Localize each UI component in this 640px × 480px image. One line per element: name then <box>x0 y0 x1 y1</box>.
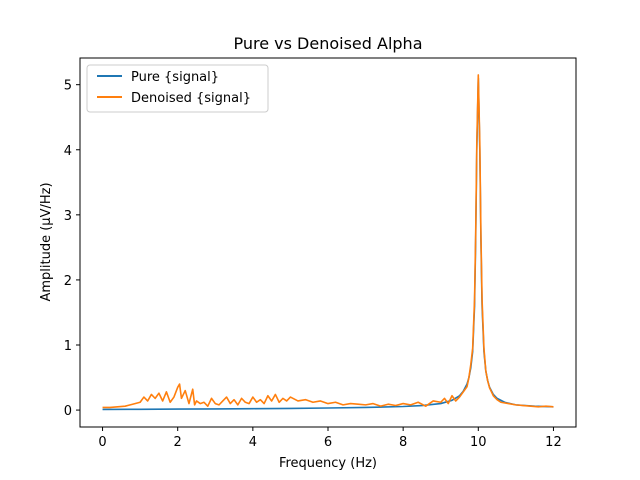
legend-label-denoised: Denoised {signal} <box>131 91 251 106</box>
y-tick-label: 1 <box>64 339 72 354</box>
legend-label-pure: Pure {signal} <box>131 70 219 85</box>
x-tick-label: 4 <box>249 435 257 450</box>
legend-box <box>86 64 269 113</box>
x-axis-title: Frequency (Hz) <box>279 456 377 471</box>
y-tick-label: 2 <box>64 274 72 289</box>
x-tick-label: 12 <box>545 435 562 450</box>
y-tick-label: 0 <box>64 404 72 419</box>
y-axis-title: Amplitude (μV/Hz) <box>39 182 54 301</box>
x-tick-label: 8 <box>399 435 407 450</box>
legend: Pure {signal} Denoised {signal} <box>86 64 269 113</box>
x-tick-label: 10 <box>470 435 487 450</box>
y-tick-label: 5 <box>64 79 72 94</box>
chart-title: Pure vs Denoised Alpha <box>233 34 422 53</box>
series-line-denoised <box>102 74 554 409</box>
x-axis: 0 2 4 6 8 10 12 <box>98 427 562 450</box>
x-tick-label: 0 <box>98 435 106 450</box>
x-tick-label: 2 <box>174 435 182 450</box>
x-tick-label: 6 <box>324 435 332 450</box>
y-axis: 0 1 2 3 4 5 <box>64 79 80 419</box>
y-tick-label: 3 <box>64 209 72 224</box>
plot-area <box>102 74 554 411</box>
y-tick-label: 4 <box>64 144 72 159</box>
